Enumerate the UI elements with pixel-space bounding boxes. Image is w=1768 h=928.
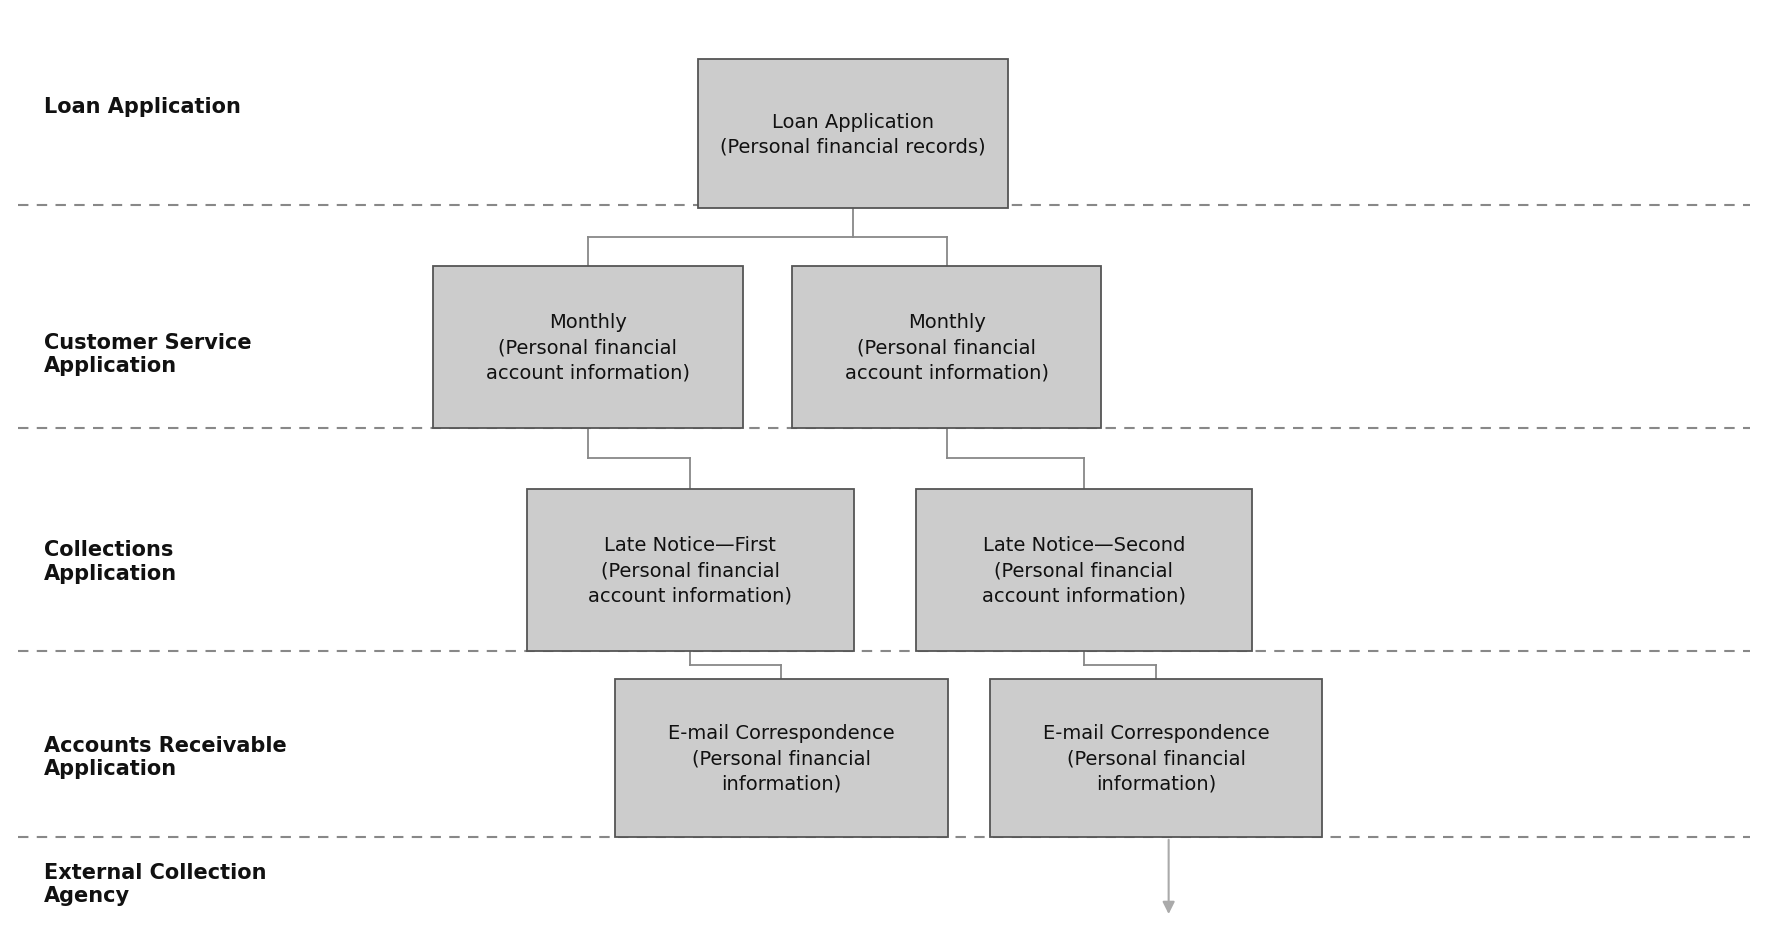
Text: E-mail Correspondence
(Personal financial
information): E-mail Correspondence (Personal financia… — [668, 724, 895, 793]
FancyBboxPatch shape — [527, 489, 854, 651]
Text: Monthly
(Personal financial
account information): Monthly (Personal financial account info… — [845, 313, 1048, 382]
FancyBboxPatch shape — [916, 489, 1252, 651]
Text: Late Notice—Second
(Personal financial
account information): Late Notice—Second (Personal financial a… — [981, 535, 1186, 605]
Text: Customer Service
Application: Customer Service Application — [44, 333, 251, 376]
FancyBboxPatch shape — [990, 679, 1322, 837]
Text: Accounts Receivable
Application: Accounts Receivable Application — [44, 735, 286, 778]
Text: Late Notice—First
(Personal financial
account information): Late Notice—First (Personal financial ac… — [589, 535, 792, 605]
FancyBboxPatch shape — [698, 60, 1008, 209]
Text: E-mail Correspondence
(Personal financial
information): E-mail Correspondence (Personal financia… — [1043, 724, 1269, 793]
Text: External Collection
Agency: External Collection Agency — [44, 862, 267, 905]
Text: Loan Application
(Personal financial records): Loan Application (Personal financial rec… — [720, 112, 987, 157]
Text: Collections
Application: Collections Application — [44, 540, 177, 583]
FancyBboxPatch shape — [433, 266, 743, 429]
FancyBboxPatch shape — [615, 679, 948, 837]
Text: Monthly
(Personal financial
account information): Monthly (Personal financial account info… — [486, 313, 690, 382]
Text: Loan Application: Loan Application — [44, 97, 240, 117]
FancyBboxPatch shape — [792, 266, 1101, 429]
